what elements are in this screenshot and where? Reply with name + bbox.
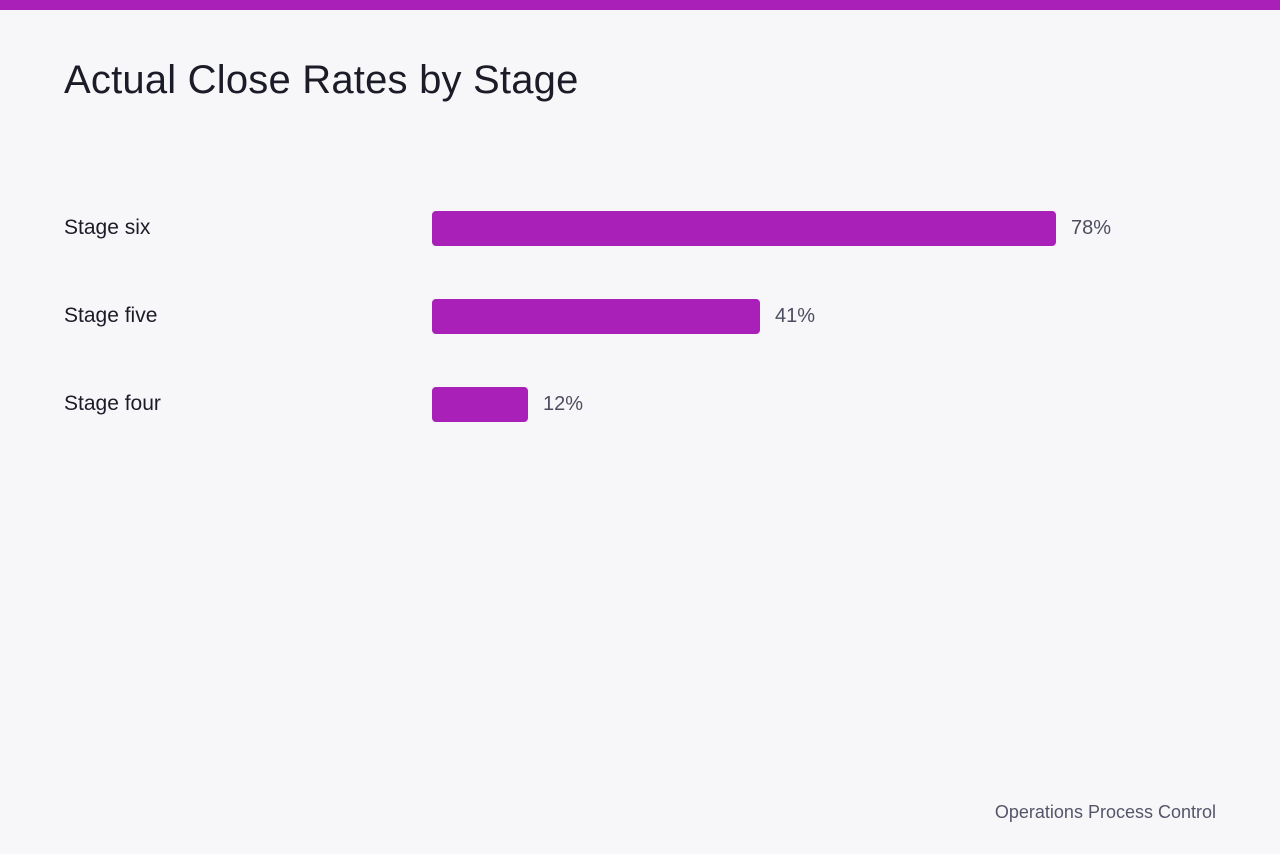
footer-brand: Operations Process Control [994, 802, 1216, 822]
page-title: Actual Close Rates by Stage [64, 58, 579, 102]
value-label: 12% [543, 393, 584, 415]
bar [432, 387, 528, 422]
value-label: 41% [775, 305, 816, 327]
category-label: Stage five [64, 304, 158, 327]
bar [432, 211, 1056, 246]
category-label: Stage four [64, 392, 161, 415]
bar [432, 299, 760, 334]
value-label: 78% [1071, 217, 1112, 239]
top-accent-bar [0, 0, 1280, 10]
category-label: Stage six [64, 216, 151, 239]
